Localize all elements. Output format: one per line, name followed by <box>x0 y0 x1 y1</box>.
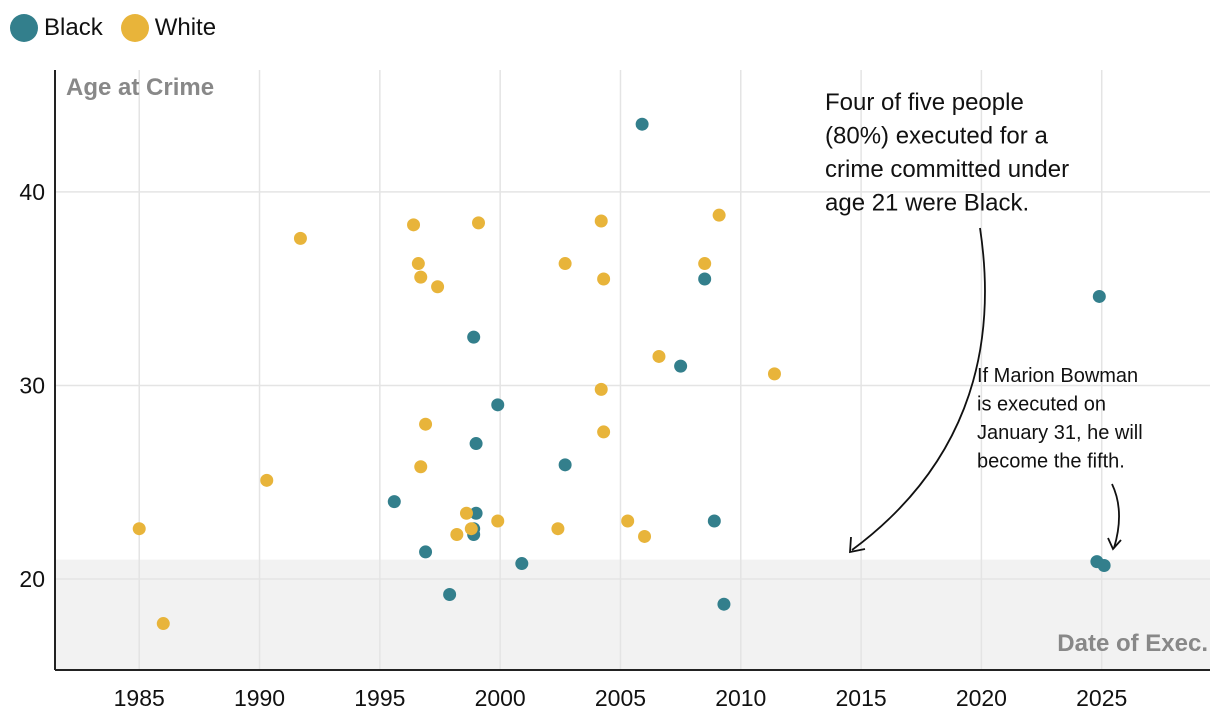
point-black[interactable] <box>469 437 483 451</box>
point-white[interactable] <box>293 231 307 245</box>
annotation-bowman-line: January 31, he will <box>977 422 1143 444</box>
x-tick-label: 1990 <box>234 685 285 711</box>
point-white[interactable] <box>491 514 505 528</box>
point-black[interactable] <box>698 272 712 286</box>
point-black[interactable] <box>467 330 481 344</box>
annotation-bowman-arrow <box>1111 483 1120 549</box>
point-white[interactable] <box>594 382 608 396</box>
annotations: Four of five people (80%) executed for a… <box>825 89 1148 554</box>
annotation-main-line: crime committed under <box>825 156 1069 183</box>
point-black[interactable] <box>491 398 505 412</box>
point-black[interactable] <box>387 495 401 509</box>
annotation-bowman-arrowhead <box>1107 537 1122 551</box>
point-white[interactable] <box>459 506 473 520</box>
point-white[interactable] <box>414 460 428 474</box>
point-white[interactable] <box>712 208 726 222</box>
data-points <box>132 117 1111 631</box>
point-white[interactable] <box>597 425 611 439</box>
annotation-main-line: age 21 were Black. <box>825 190 1029 217</box>
annotation-bowman: If Marion Bowman is executed on January … <box>977 365 1148 473</box>
annotation-main: Four of five people (80%) executed for a… <box>825 89 1076 217</box>
point-white[interactable] <box>621 514 635 528</box>
axes <box>54 70 1210 671</box>
x-tick-labels: 1985 1990 1995 2000 2005 2010 2015 2020 2025 <box>114 685 1128 711</box>
legend-black-label: Black <box>44 14 103 41</box>
x-tick-label: 1995 <box>354 685 405 711</box>
point-black[interactable] <box>1092 289 1106 303</box>
under-21-shaded-band <box>55 559 1210 670</box>
y-axis-title: Age at Crime <box>66 74 214 101</box>
legend-white-swatch <box>120 14 149 42</box>
x-tick-label: 1985 <box>114 685 165 711</box>
point-white[interactable] <box>472 216 485 230</box>
point-white[interactable] <box>698 257 712 271</box>
y-tick-labels: 20 30 40 <box>19 179 45 592</box>
y-tick-label: 40 <box>19 179 45 205</box>
point-white[interactable] <box>450 528 464 542</box>
point-black[interactable] <box>558 458 572 472</box>
point-black[interactable] <box>635 117 649 131</box>
point-white[interactable] <box>597 272 611 286</box>
legend-item-black[interactable]: Black <box>10 14 103 42</box>
annotation-main-arrow <box>851 227 986 551</box>
point-black[interactable] <box>707 514 721 528</box>
point-black[interactable] <box>443 588 457 602</box>
point-black[interactable] <box>469 506 483 520</box>
x-axis-title: Date of Exec. <box>1057 630 1208 657</box>
point-white[interactable] <box>464 522 478 536</box>
annotation-bowman-line: is executed on <box>977 394 1106 416</box>
point-white[interactable] <box>156 617 170 631</box>
point-black[interactable] <box>717 597 731 611</box>
annotation-main-arrowhead <box>849 536 866 554</box>
point-white[interactable] <box>594 214 608 228</box>
y-tick-label: 20 <box>19 566 45 592</box>
point-black[interactable] <box>419 545 433 559</box>
plot-background <box>55 559 1210 670</box>
legend: Black White <box>10 14 216 42</box>
gridlines <box>55 70 1210 670</box>
point-black[interactable] <box>1097 558 1111 572</box>
legend-item-white[interactable]: White <box>120 14 217 42</box>
annotation-bowman-line: become the fifth. <box>977 451 1125 473</box>
annotation-main-line: (80%) executed for a <box>825 123 1048 150</box>
x-tick-label: 2010 <box>715 685 766 711</box>
point-white[interactable] <box>431 280 445 294</box>
x-tick-label: 2005 <box>595 685 646 711</box>
annotation-main-line: Four of five people <box>825 89 1024 116</box>
point-white[interactable] <box>260 473 274 487</box>
point-black[interactable] <box>674 359 688 373</box>
point-white[interactable] <box>407 218 421 232</box>
point-white[interactable] <box>652 349 666 363</box>
point-white[interactable] <box>419 417 433 431</box>
point-white[interactable] <box>638 529 652 543</box>
y-tick-label: 30 <box>19 372 45 398</box>
point-white[interactable] <box>414 270 428 284</box>
x-tick-label: 2020 <box>956 685 1007 711</box>
legend-black-swatch <box>10 14 38 42</box>
x-tick-label: 2025 <box>1076 685 1127 711</box>
point-white[interactable] <box>551 522 565 536</box>
x-tick-label: 2015 <box>836 685 887 711</box>
point-white[interactable] <box>132 522 146 536</box>
point-white[interactable] <box>558 257 572 271</box>
point-white[interactable] <box>411 257 425 271</box>
point-black[interactable] <box>515 557 529 571</box>
legend-white-label: White <box>154 14 217 41</box>
point-white[interactable] <box>767 367 781 381</box>
annotation-bowman-line: If Marion Bowman <box>977 365 1138 387</box>
x-tick-label: 2000 <box>475 685 526 711</box>
